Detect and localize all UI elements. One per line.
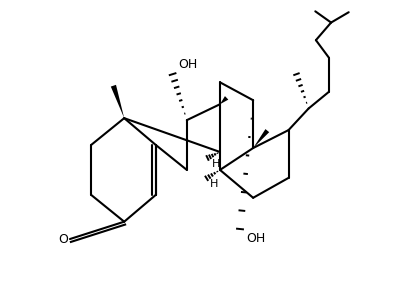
Text: O: O [59, 232, 68, 246]
Text: OH: OH [246, 231, 265, 245]
Polygon shape [253, 129, 269, 148]
Polygon shape [220, 96, 228, 104]
Text: H: H [211, 159, 220, 169]
Text: H: H [210, 179, 218, 189]
Text: OH: OH [179, 58, 198, 71]
Polygon shape [111, 85, 124, 118]
